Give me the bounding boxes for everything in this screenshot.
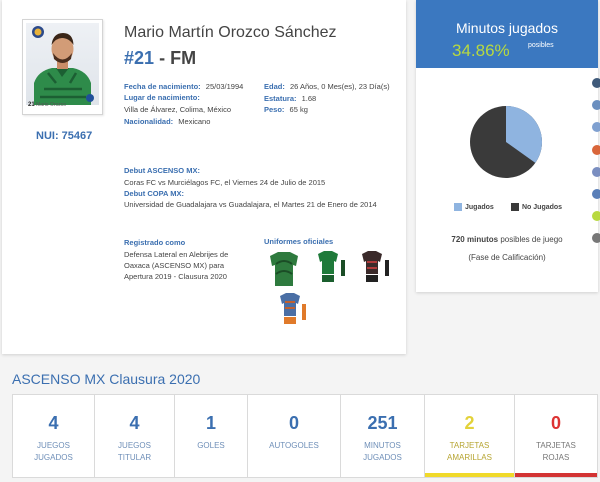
- photo-caption: 21 Mario Orozco: [26, 102, 99, 111]
- side-dot: [592, 145, 600, 155]
- player-position: FM: [170, 48, 197, 68]
- stat-label: TARJETAS AMARILLAS: [447, 441, 492, 462]
- stat-label: GOLES: [197, 441, 225, 450]
- stat-value: 0: [288, 413, 299, 433]
- stat-own-goals: 0 AUTOGOLES: [248, 395, 341, 477]
- nationality-row: Nacionalidad: Mexicano: [124, 116, 210, 127]
- debut-ascenso-label: Debut ASCENSO MX:: [124, 166, 200, 175]
- uniform-goalkeeper-kit[interactable]: [280, 293, 306, 324]
- stat-label: AUTOGOLES: [269, 441, 319, 450]
- stat-yellow-cards: 2 TARJETAS AMARILLAS: [425, 395, 515, 477]
- side-dot: [592, 167, 600, 177]
- nui-label: NUI:: [36, 130, 59, 142]
- legend-played-swatch: [454, 203, 462, 211]
- debut-ascenso-value: Coras FC vs Murciélagos FC, el Viernes 2…: [124, 178, 326, 187]
- legend-not-played: No Jugados: [511, 203, 562, 211]
- photo-number: 21: [28, 102, 35, 108]
- red-card-bar: [515, 473, 597, 477]
- phase-label: (Fase de Calificación): [468, 253, 546, 262]
- player-photo-card: 21 Mario Orozco: [22, 19, 103, 115]
- stat-games-started: 4 JUEGOS TITULAR: [95, 395, 175, 477]
- debut-copa-value: Universidad de Guadalajara vs Guadalajar…: [124, 200, 377, 209]
- player-name: Mario Martín Orozco Sánchez: [124, 24, 337, 41]
- height-row: Estatura: 1.68: [264, 93, 316, 104]
- weight-value: 65 kg: [289, 105, 308, 114]
- minutes-pie-chart: [470, 106, 542, 178]
- minutes-header: Minutos jugados 34.86% posibles: [416, 0, 598, 68]
- stat-value: 251: [367, 413, 398, 433]
- player-number-position: #21 - FM: [124, 48, 196, 69]
- stat-label: JUEGOS TITULAR: [117, 441, 152, 462]
- uniform-home-kit[interactable]: [270, 252, 298, 286]
- stat-value: 1: [205, 413, 216, 433]
- legend-played: Jugados: [454, 203, 494, 211]
- height-value: 1.68: [301, 94, 317, 103]
- player-profile-card: 21 Mario Orozco NUI: 75467 Mario Martín O…: [2, 0, 406, 354]
- birth-date-label: Fecha de nacimiento:: [124, 82, 201, 91]
- minutes-title: Minutos jugados: [456, 20, 558, 36]
- age-label: Edad:: [264, 82, 285, 91]
- stat-label: TARJETAS ROJAS: [536, 441, 576, 462]
- minutes-played-card: Minutos jugados 34.86% posibles Jugados …: [416, 0, 598, 292]
- weight-row: Peso: 65 kg: [264, 104, 308, 115]
- stat-value: 2: [464, 413, 475, 433]
- age-value: 26 Años, 0 Mes(es), 23 Día(s): [289, 82, 390, 91]
- photo-player-name: Mario Orozco: [36, 102, 67, 108]
- legend-played-label: Jugados: [465, 203, 494, 211]
- side-dot: [592, 189, 600, 199]
- debut-copa-label: Debut COPA MX:: [124, 189, 184, 198]
- age-row: Edad: 26 Años, 0 Mes(es), 23 Día(s): [264, 81, 390, 92]
- player-number: #21: [124, 48, 155, 68]
- uniforms-label: Uniformes oficiales: [264, 237, 334, 246]
- number-separator: -: [159, 48, 166, 68]
- stat-value: 4: [48, 413, 59, 433]
- side-dot: [592, 122, 600, 132]
- stat-value: 0: [550, 413, 561, 433]
- stat-label: JUEGOS JUGADOS: [34, 441, 73, 462]
- birth-date-row: Fecha de nacimiento: 25/03/1994: [124, 81, 243, 92]
- side-dot: [592, 233, 600, 243]
- registered-value: Defensa Lateral en Alebrijes de Oaxaca (…: [124, 250, 229, 281]
- stat-label: MINUTOS JUGADOS: [363, 441, 402, 462]
- registered-label: Registrado como: [124, 238, 186, 247]
- legend-not-played-swatch: [511, 203, 519, 211]
- stat-red-cards: 0 TARJETAS ROJAS: [515, 395, 597, 477]
- nationality-label: Nacionalidad:: [124, 117, 174, 126]
- stat-games-played: 4 JUEGOS JUGADOS: [13, 395, 95, 477]
- nationality-value: Mexicano: [178, 117, 211, 126]
- possible-minutes-line: 720 minutos posibles de juego: [416, 235, 598, 244]
- side-dot: [592, 78, 600, 88]
- uniform-third-kit[interactable]: [362, 251, 389, 282]
- stat-goals: 1 GOLES: [175, 395, 248, 477]
- stat-minutes-played: 251 MINUTOS JUGADOS: [341, 395, 425, 477]
- nui-value: 75467: [61, 130, 93, 142]
- possible-minutes-word: minutos: [466, 235, 499, 244]
- birth-place-label: Lugar de nacimiento:: [124, 93, 200, 102]
- possible-minutes-text: posibles de juego: [500, 235, 563, 244]
- season-title: ASCENSO MX Clausura 2020: [12, 371, 201, 387]
- minutes-percent-suffix: posibles: [528, 42, 554, 49]
- pie-slice-played: [506, 106, 542, 163]
- yellow-card-bar: [425, 473, 514, 477]
- side-dot: [592, 100, 600, 110]
- uniforms-gallery: [264, 244, 404, 339]
- birth-date-value: 25/03/1994: [205, 82, 244, 91]
- height-label: Estatura:: [264, 94, 297, 103]
- possible-minutes-value: 720: [451, 235, 465, 244]
- legend-not-played-label: No Jugados: [522, 203, 563, 211]
- birth-place-value: Villa de Álvarez, Colima, México: [124, 105, 231, 114]
- player-photo: [32, 26, 94, 105]
- nui-id: NUI: 75467: [36, 130, 92, 142]
- stat-value: 4: [129, 413, 140, 433]
- season-stats-row: 4 JUEGOS JUGADOS 4 JUEGOS TITULAR 1 GOLES …: [12, 394, 598, 478]
- weight-label: Peso:: [264, 105, 285, 114]
- minutes-percent: 34.86%: [452, 41, 510, 60]
- side-dot: [592, 211, 600, 221]
- uniform-away-kit[interactable]: [318, 251, 345, 282]
